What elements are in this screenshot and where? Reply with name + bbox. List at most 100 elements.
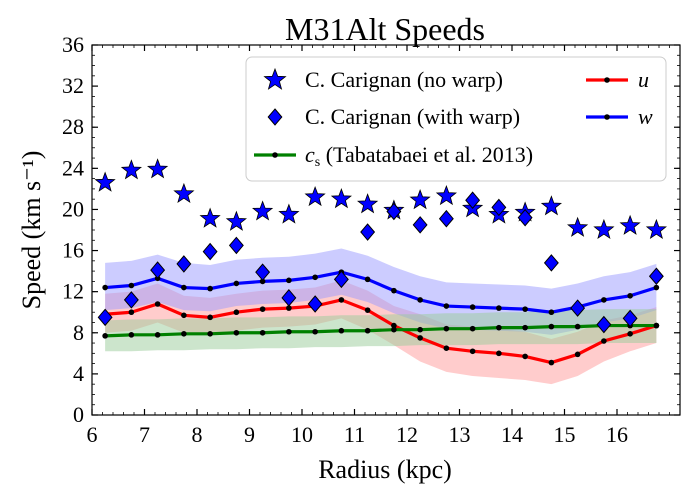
star-marker <box>593 218 615 240</box>
point-u <box>522 353 528 360</box>
point-cs <box>364 327 371 334</box>
line-w <box>105 270 657 314</box>
x-tick-label: 12 <box>396 422 418 447</box>
y-tick-label: 28 <box>62 114 84 139</box>
legend-star-marker <box>263 67 287 90</box>
line-u <box>105 298 657 365</box>
point-w <box>207 285 213 292</box>
x-tick-label: 14 <box>501 422 523 447</box>
diamond-marker <box>281 289 297 307</box>
point-cs <box>338 327 345 334</box>
diamond-marker <box>307 295 323 313</box>
y-tick-label: 4 <box>73 361 84 386</box>
point-w <box>496 305 502 311</box>
point-w <box>443 303 450 309</box>
legend-u-line-icon <box>586 77 628 83</box>
diamond-marker <box>465 191 481 209</box>
point-u <box>417 335 423 341</box>
x-tick-label: 6 <box>87 422 98 447</box>
point-cs <box>391 326 397 333</box>
point-cs <box>548 323 555 330</box>
point-cs <box>496 324 502 331</box>
point-w <box>312 274 318 281</box>
point-cs <box>233 329 240 336</box>
y-tick-label: 24 <box>62 155 84 180</box>
point-cs <box>312 328 318 335</box>
x-tick-label: 15 <box>554 422 576 447</box>
point-u <box>233 309 240 316</box>
x-axis-label: Radius (kpc) <box>318 455 452 484</box>
point-cs <box>102 333 108 339</box>
legend-star-icon <box>263 67 287 90</box>
diamond-marker <box>176 255 192 273</box>
y-tick-label: 12 <box>62 279 84 304</box>
point-w <box>128 282 135 289</box>
legend-cs-prefix: c <box>305 142 315 167</box>
diamond-marker <box>202 242 218 261</box>
star-marker <box>94 171 116 192</box>
x-tick-label: 16 <box>606 422 628 447</box>
star-marker <box>225 210 247 231</box>
x-tick-label: 10 <box>291 422 313 447</box>
legend-dot <box>604 114 610 120</box>
point-cs <box>653 322 660 329</box>
point-u <box>286 305 292 311</box>
point-w <box>102 284 108 291</box>
point-w <box>522 306 528 312</box>
point-cs <box>154 332 161 338</box>
point-w <box>548 309 555 316</box>
point-cs <box>128 332 135 338</box>
star-marker <box>567 216 589 237</box>
diamond-marker <box>360 223 376 241</box>
legend-cs-label: cs (Tabatabaei et al. 2013) <box>305 142 533 170</box>
point-w <box>469 304 476 310</box>
point-w <box>259 278 266 285</box>
point-cs <box>443 325 450 332</box>
x-tick-label: 13 <box>449 422 471 447</box>
point-w <box>653 284 660 291</box>
point-cs <box>286 328 292 335</box>
legend-box <box>245 56 667 182</box>
x-tick-label: 11 <box>344 422 365 447</box>
point-u <box>443 345 450 351</box>
diamond-marker <box>438 209 454 228</box>
point-cs <box>259 329 266 336</box>
point-w <box>627 292 633 299</box>
diamond-marker <box>543 254 559 272</box>
star-marker <box>199 207 221 228</box>
star-marker <box>120 159 142 180</box>
point-cs <box>469 325 476 332</box>
point-w <box>601 297 607 303</box>
diamond-marker <box>517 208 533 227</box>
diamond-marker <box>97 308 113 327</box>
star-marker <box>173 182 195 204</box>
point-u <box>338 297 345 303</box>
point-u <box>181 312 187 319</box>
point-u <box>627 331 633 337</box>
star-marker <box>147 158 169 179</box>
point-u <box>128 309 135 316</box>
point-cs <box>181 331 187 337</box>
x-tick-label: 8 <box>192 422 203 447</box>
star-marker <box>409 189 431 210</box>
point-w <box>233 280 240 287</box>
axes: 6 7 8 9 10 11 12 13 14 15 16 0 4 8 12 16 20 24 28 32 36 <box>62 32 681 447</box>
star-marker <box>357 193 379 214</box>
legend-dot <box>272 152 278 158</box>
chart-title: M31Alt Speeds <box>285 11 485 47</box>
point-u <box>154 301 161 307</box>
point-u <box>207 314 213 321</box>
y-axis-label: Speed (km s⁻¹) <box>17 151 46 310</box>
legend: C. Carignan (no warp) C. Carignan (with … <box>245 56 667 182</box>
star-marker <box>278 203 300 224</box>
star-marker <box>619 214 641 235</box>
point-u <box>364 307 371 313</box>
legend-cs-line-icon <box>254 152 296 158</box>
diamond-marker <box>123 291 139 309</box>
legend-dot <box>604 77 610 83</box>
line-cs <box>105 323 657 338</box>
point-w <box>391 287 397 294</box>
x-tick-label: 7 <box>139 422 150 447</box>
legend-cs-subscript: s <box>315 155 320 170</box>
point-w <box>364 276 371 283</box>
